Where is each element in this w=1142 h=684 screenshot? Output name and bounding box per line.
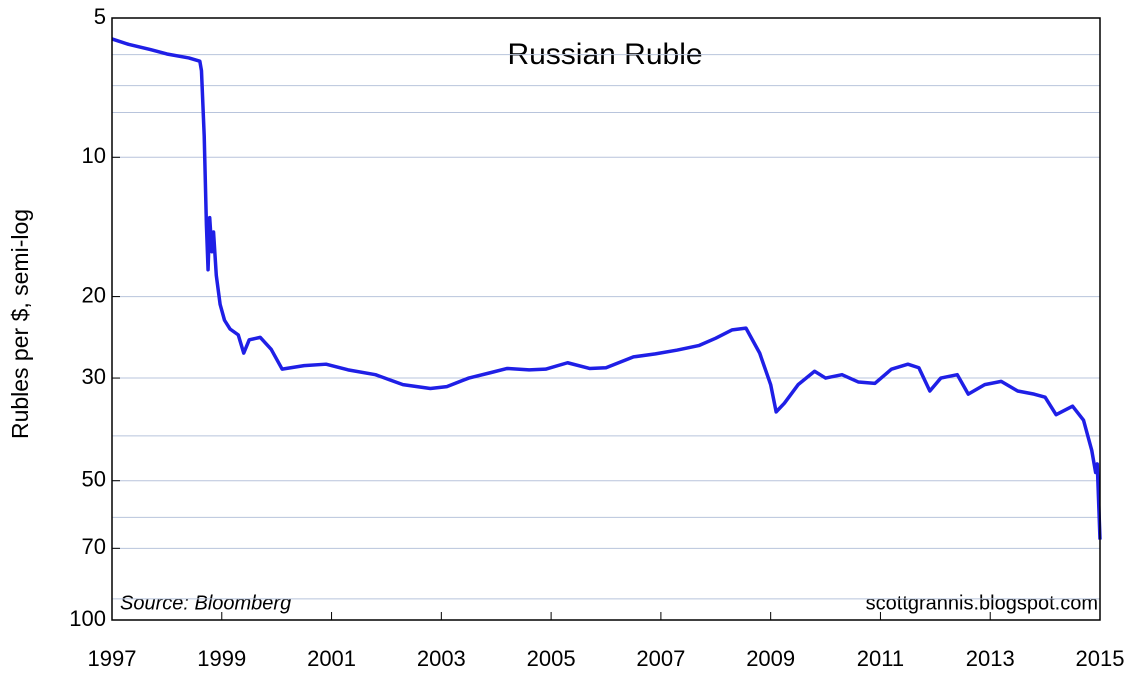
x-tick-label: 2009 (746, 646, 795, 671)
plot-frame (111, 17, 1101, 621)
y-tick-label: 50 (82, 467, 106, 492)
x-tick-label: 2007 (636, 646, 685, 671)
x-tick-label: 2003 (417, 646, 466, 671)
x-tick-label: 2015 (1076, 646, 1125, 671)
x-tick-label: 2013 (966, 646, 1015, 671)
x-tick-label: 2001 (307, 646, 356, 671)
x-tick-label: 2011 (857, 646, 904, 671)
x-tick-label: 1997 (88, 646, 137, 671)
y-tick-label: 5 (94, 4, 106, 29)
y-tick-label: 70 (82, 534, 106, 559)
x-tick-label: 1999 (197, 646, 246, 671)
y-tick-label: 100 (69, 606, 106, 631)
data-line (111, 37, 1102, 540)
x-tick-label: 2005 (527, 646, 576, 671)
y-axis-label: Rubles per $, semi-log (7, 209, 33, 439)
y-tick-label: 30 (82, 364, 106, 389)
credit-note: scottgrannis.blogspot.com (866, 592, 1098, 614)
source-note: Source: Bloomberg (120, 592, 291, 614)
y-tick-label: 20 (82, 282, 106, 307)
y-tick-label: 10 (82, 143, 106, 168)
